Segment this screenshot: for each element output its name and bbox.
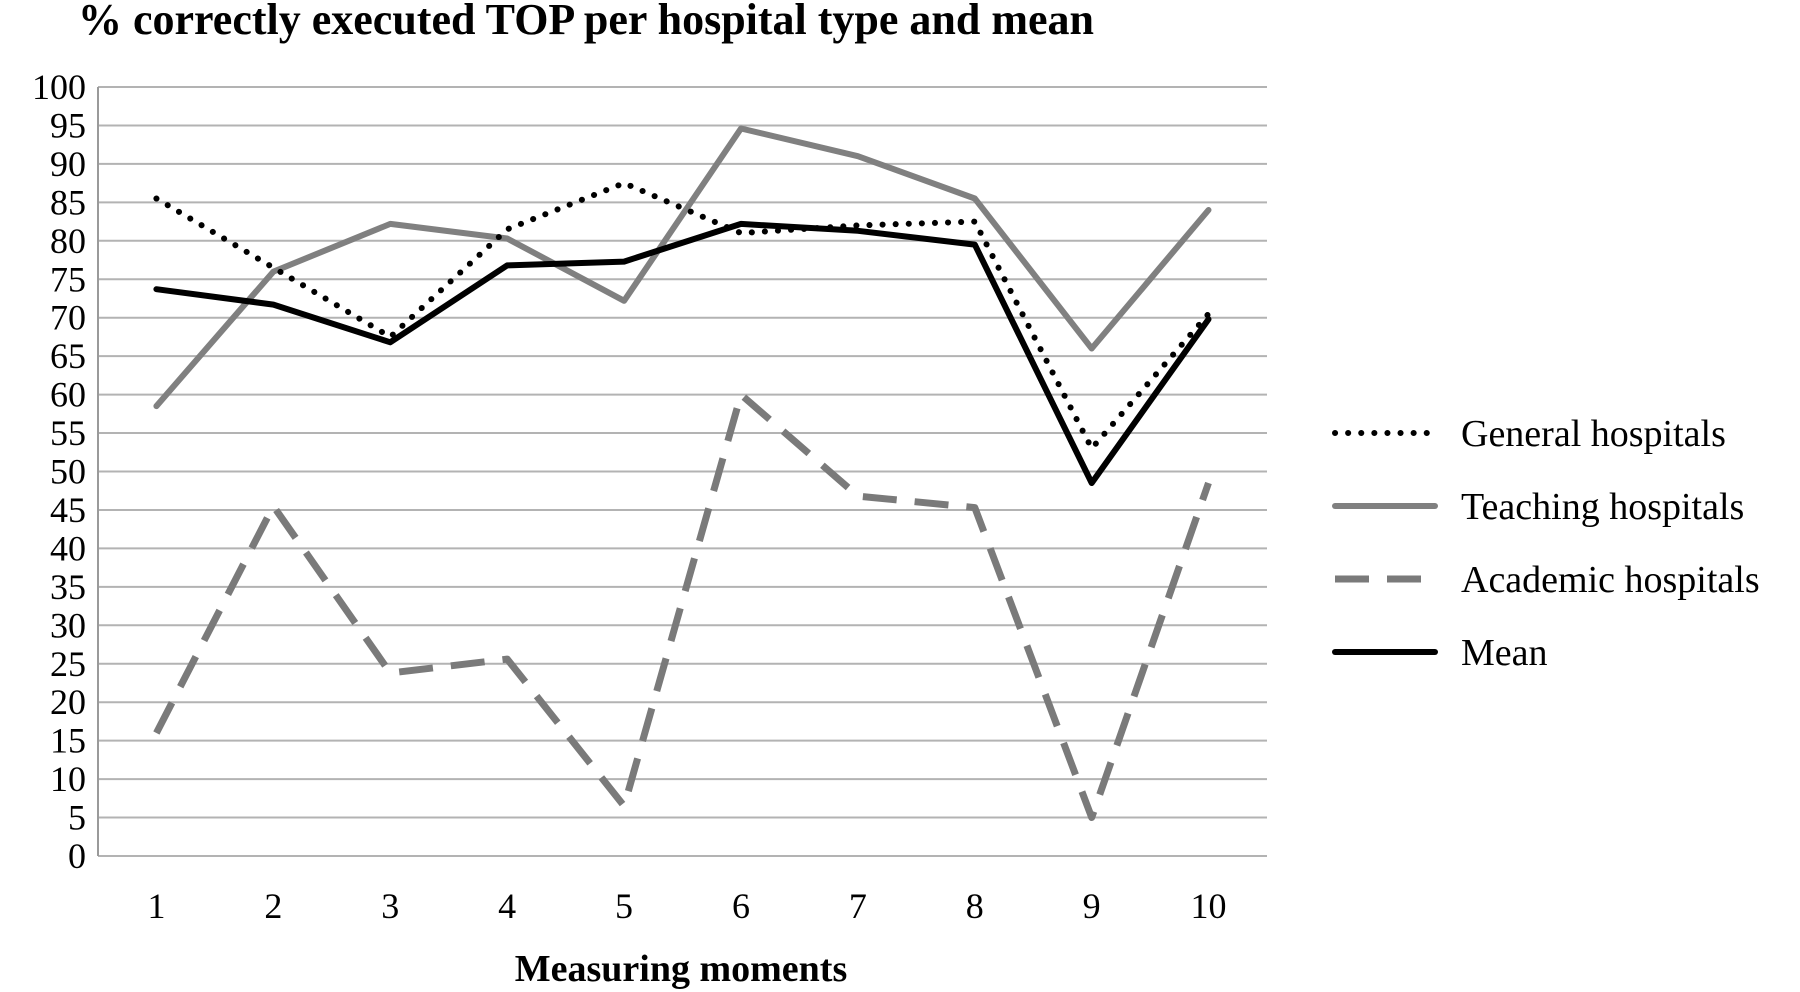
series-line-general-hospitals — [153, 180, 1212, 452]
y-tick-label-95: 95 — [50, 105, 86, 145]
x-axis-ticks: 1 2 3 4 5 6 7 8 9 10 — [147, 886, 1226, 926]
y-tick-label-0: 0 — [68, 836, 86, 876]
y-tick-label-90: 90 — [50, 144, 86, 184]
y-axis-ticks: 0510152025303540455055606570758085909510… — [32, 67, 86, 876]
legend-label-teaching-hospitals: Teaching hospitals — [1461, 486, 1744, 528]
y-tick-label-80: 80 — [50, 221, 86, 261]
y-tick-label-5: 5 — [68, 798, 86, 838]
legend-label-academic-hospitals: Academic hospitals — [1461, 559, 1760, 601]
legend-label-general-hospitals: General hospitals — [1461, 413, 1726, 455]
chart-title: % correctly executed TOP per hospital ty… — [78, 0, 1094, 44]
x-axis-label: Measuring moments — [515, 948, 847, 990]
y-tick-label-75: 75 — [50, 259, 86, 299]
y-tick-label-60: 60 — [50, 375, 86, 415]
y-tick-label-65: 65 — [50, 336, 86, 376]
y-tick-label-50: 50 — [50, 452, 86, 492]
gridlines — [98, 86, 1267, 857]
series-line-mean — [153, 220, 1212, 486]
legend-label-mean: Mean — [1461, 632, 1548, 674]
y-tick-label-10: 10 — [50, 759, 86, 799]
y-tick-label-35: 35 — [50, 567, 86, 607]
legend: General hospitals Teaching hospitals Acade… — [1332, 413, 1760, 674]
x-tick-label-5: 5 — [615, 886, 633, 926]
y-tick-label-100: 100 — [32, 67, 86, 107]
x-tick-label-6: 6 — [732, 886, 750, 926]
y-tick-label-30: 30 — [50, 605, 86, 645]
series-line-teaching-hospitals — [153, 125, 1212, 410]
x-tick-label-8: 8 — [966, 886, 984, 926]
y-tick-label-55: 55 — [50, 413, 86, 453]
x-tick-label-4: 4 — [498, 886, 516, 926]
series-lines — [153, 125, 1212, 821]
y-tick-label-20: 20 — [50, 682, 86, 722]
x-tick-label-2: 2 — [264, 886, 282, 926]
x-tick-label-9: 9 — [1083, 886, 1101, 926]
x-tick-label-7: 7 — [849, 886, 867, 926]
x-tick-label-3: 3 — [381, 886, 399, 926]
y-tick-label-15: 15 — [50, 721, 86, 761]
y-tick-label-25: 25 — [50, 644, 86, 684]
y-tick-label-70: 70 — [50, 298, 86, 338]
x-tick-label-1: 1 — [147, 886, 165, 926]
x-tick-label-10: 10 — [1191, 886, 1227, 926]
y-tick-label-85: 85 — [50, 182, 86, 222]
y-tick-label-45: 45 — [50, 490, 86, 530]
series-line-academic-hospitals — [153, 391, 1212, 821]
y-tick-label-40: 40 — [50, 528, 86, 568]
